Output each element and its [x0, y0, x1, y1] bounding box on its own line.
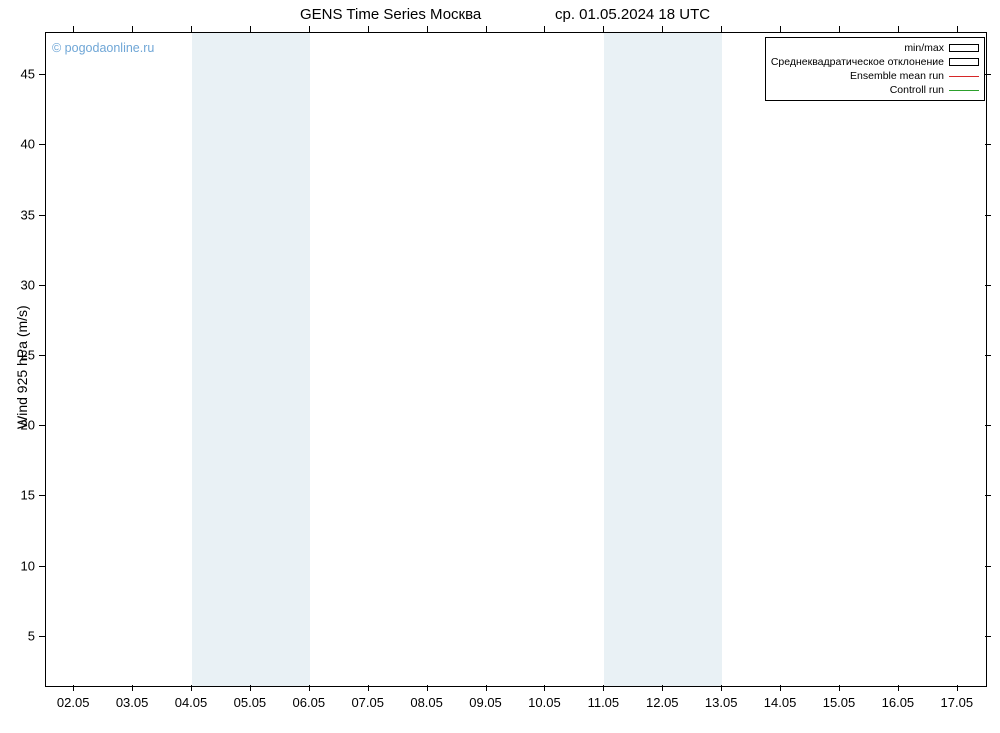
- x-tick-mark: [73, 685, 74, 691]
- y-tick-mark: [39, 285, 45, 286]
- x-tick-mark: [132, 26, 133, 32]
- y-tick-mark: [985, 495, 991, 496]
- x-tick-mark: [957, 685, 958, 691]
- y-tick-mark: [985, 144, 991, 145]
- x-tick-mark: [368, 26, 369, 32]
- legend-swatch-box: [949, 44, 979, 52]
- y-tick-label: 30: [0, 277, 35, 292]
- x-tick-label: 09.05: [469, 695, 502, 710]
- x-tick-mark: [309, 26, 310, 32]
- chart-title-right: ср. 01.05.2024 18 UTC: [555, 6, 710, 23]
- x-tick-mark: [898, 26, 899, 32]
- x-tick-mark: [250, 26, 251, 32]
- legend-item: Controll run: [771, 83, 979, 97]
- legend-item: Среднеквадратическое отклонение: [771, 55, 979, 69]
- x-tick-label: 10.05: [528, 695, 561, 710]
- y-tick-label: 15: [0, 488, 35, 503]
- x-tick-mark: [191, 26, 192, 32]
- x-tick-label: 05.05: [234, 695, 267, 710]
- x-tick-mark: [662, 26, 663, 32]
- legend-item-label: min/max: [904, 42, 944, 54]
- y-tick-mark: [985, 285, 991, 286]
- x-tick-mark: [839, 685, 840, 691]
- x-tick-mark: [603, 26, 604, 32]
- watermark-text: © pogodaonline.ru: [52, 41, 154, 55]
- x-tick-mark: [957, 26, 958, 32]
- x-tick-mark: [427, 26, 428, 32]
- x-tick-mark: [368, 685, 369, 691]
- x-tick-mark: [780, 685, 781, 691]
- y-tick-label: 35: [0, 207, 35, 222]
- x-tick-label: 13.05: [705, 695, 738, 710]
- x-tick-label: 14.05: [764, 695, 797, 710]
- y-tick-label: 10: [0, 558, 35, 573]
- y-tick-label: 45: [0, 67, 35, 82]
- y-tick-mark: [39, 495, 45, 496]
- x-tick-mark: [250, 685, 251, 691]
- y-tick-mark: [39, 425, 45, 426]
- x-tick-label: 17.05: [941, 695, 974, 710]
- x-tick-mark: [309, 685, 310, 691]
- y-tick-mark: [39, 144, 45, 145]
- y-tick-label: 40: [0, 137, 35, 152]
- weekend-band: [192, 33, 310, 686]
- x-tick-label: 03.05: [116, 695, 149, 710]
- y-tick-mark: [39, 636, 45, 637]
- x-tick-label: 06.05: [293, 695, 326, 710]
- legend-item-label: Controll run: [890, 84, 944, 96]
- chart-title-left: GENS Time Series Москва: [300, 6, 481, 23]
- x-tick-label: 11.05: [588, 695, 620, 710]
- y-tick-mark: [39, 566, 45, 567]
- x-tick-mark: [73, 26, 74, 32]
- x-tick-label: 12.05: [646, 695, 679, 710]
- x-tick-mark: [544, 26, 545, 32]
- x-tick-mark: [898, 685, 899, 691]
- legend-swatch-line: [949, 90, 979, 91]
- y-tick-mark: [985, 355, 991, 356]
- x-tick-mark: [486, 26, 487, 32]
- y-tick-mark: [985, 215, 991, 216]
- x-tick-mark: [191, 685, 192, 691]
- x-tick-mark: [427, 685, 428, 691]
- y-tick-mark: [39, 74, 45, 75]
- x-tick-label: 16.05: [882, 695, 915, 710]
- x-tick-mark: [603, 685, 604, 691]
- weekend-band: [604, 33, 722, 686]
- x-tick-mark: [839, 26, 840, 32]
- legend-item: Ensemble mean run: [771, 69, 979, 83]
- x-tick-mark: [721, 26, 722, 32]
- x-tick-label: 15.05: [823, 695, 856, 710]
- legend-item-label: Среднеквадратическое отклонение: [771, 56, 944, 68]
- x-tick-label: 08.05: [410, 695, 443, 710]
- y-tick-mark: [985, 74, 991, 75]
- legend-box: min/max Среднеквадратическое отклонение En…: [765, 37, 985, 101]
- x-tick-mark: [721, 685, 722, 691]
- legend-item: min/max: [771, 41, 979, 55]
- x-tick-mark: [662, 685, 663, 691]
- x-tick-mark: [544, 685, 545, 691]
- y-axis-label: Wind 925 hPa (m/s): [14, 305, 30, 429]
- legend-swatch-box: [949, 58, 979, 66]
- plot-area: © pogodaonline.ru: [45, 32, 987, 687]
- x-tick-label: 04.05: [175, 695, 208, 710]
- legend-swatch-line: [949, 76, 979, 77]
- x-tick-mark: [132, 685, 133, 691]
- x-tick-mark: [486, 685, 487, 691]
- y-tick-mark: [39, 215, 45, 216]
- x-tick-label: 07.05: [351, 695, 384, 710]
- y-tick-label: 5: [0, 628, 35, 643]
- chart-container: GENS Time Series Москва ср. 01.05.2024 1…: [0, 0, 1000, 733]
- y-tick-mark: [39, 355, 45, 356]
- x-tick-mark: [780, 26, 781, 32]
- x-tick-label: 02.05: [57, 695, 90, 710]
- y-tick-mark: [985, 636, 991, 637]
- y-tick-mark: [985, 566, 991, 567]
- legend-item-label: Ensemble mean run: [850, 70, 944, 82]
- y-tick-mark: [985, 425, 991, 426]
